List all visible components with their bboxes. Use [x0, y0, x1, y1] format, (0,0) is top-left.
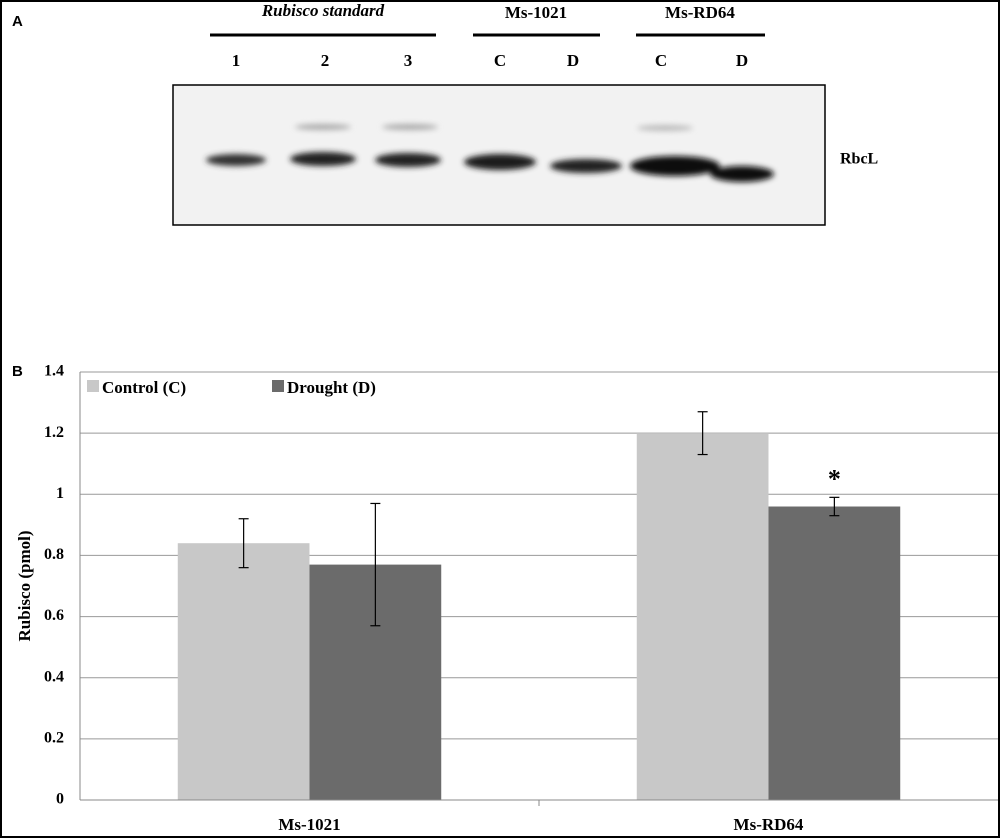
band: [464, 154, 536, 170]
band: [206, 154, 266, 166]
y-tick-label: 0.8: [44, 546, 64, 563]
group-label: Ms-1021: [505, 3, 567, 22]
panel-label: B: [12, 363, 23, 380]
legend-label: Drought (D): [287, 378, 376, 397]
x-tick-label: Ms-RD64: [734, 815, 804, 834]
lane-label: 3: [404, 51, 413, 70]
annotation: *: [828, 464, 841, 493]
group-label: Ms-RD64: [665, 3, 735, 22]
band: [710, 166, 774, 182]
y-axis-label: Rubisco (pmol): [15, 531, 34, 642]
band: [630, 156, 720, 176]
bar: [768, 506, 901, 800]
lane-label: 1: [232, 51, 241, 70]
bar: [636, 433, 769, 800]
y-tick-label: 0.6: [44, 607, 64, 624]
band: [382, 124, 438, 130]
lane-label: C: [494, 51, 506, 70]
y-tick-label: 1: [56, 485, 64, 502]
band: [295, 124, 351, 130]
bands: [206, 124, 774, 182]
legend-swatch: [272, 380, 284, 392]
band-label: RbcL: [840, 151, 878, 168]
x-tick-label: Ms-1021: [278, 815, 340, 834]
lane-label: D: [567, 51, 579, 70]
y-tick-label: 1.2: [44, 424, 64, 441]
band: [550, 159, 622, 173]
band: [290, 152, 356, 166]
lane-label: D: [736, 51, 748, 70]
lane-label: 2: [321, 51, 330, 70]
legend-swatch: [87, 380, 99, 392]
group-label: Rubisco standard: [261, 1, 385, 20]
y-tick-label: 0.2: [44, 730, 64, 747]
legend-label: Control (C): [102, 378, 186, 397]
y-tick-label: 0: [56, 791, 64, 808]
band: [375, 153, 441, 167]
y-tick-label: 0.4: [44, 668, 64, 685]
lane-label: C: [655, 51, 667, 70]
panel-label: A: [12, 13, 23, 30]
y-tick-label: 1.4: [44, 363, 64, 380]
band: [637, 125, 693, 131]
bar: [177, 543, 310, 800]
